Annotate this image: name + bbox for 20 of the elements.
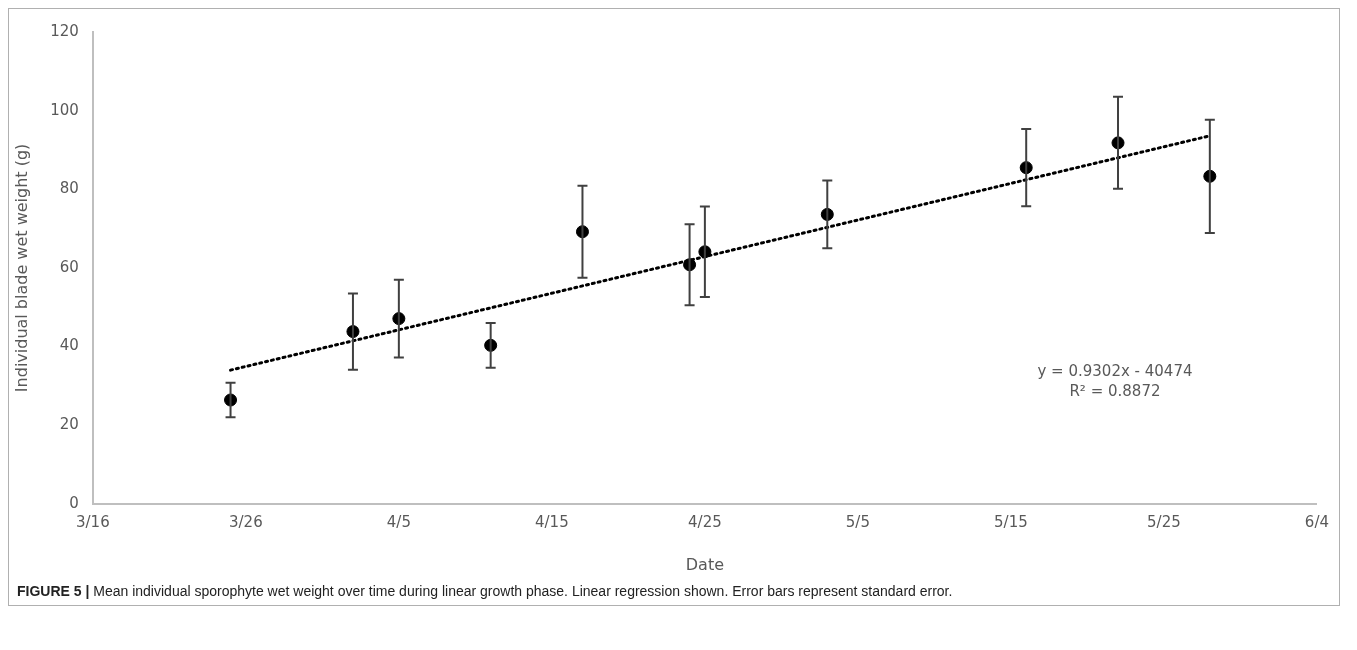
x-tick-label: 3/26 [229,512,263,531]
x-tick-label: 5/15 [994,512,1028,531]
y-tick-label: 40 [59,336,79,355]
y-axis-title: Individual blade wet weight (g) [11,143,31,393]
y-tick-label: 80 [59,179,79,198]
annotation: y = 0.9302x - 40474 R² = 0.8872 [1037,362,1193,401]
y-tick-label: 0 [69,493,79,512]
x-tick-label: 5/5 [845,512,870,531]
x-tick-label: 5/25 [1147,512,1181,531]
y-tick-label: 60 [59,257,79,276]
x-tick-label: 4/15 [535,512,569,531]
x-axis-title: Date [685,554,725,574]
caption: FIGURE 5 | Mean individual sporophyte wet weight over time during linear growth phase. Linear regression shown. Error bars represent standard error. [16,582,954,601]
y-tick-label: 100 [50,100,79,119]
x-tick-label: 6/4 [1304,512,1329,531]
x-tick-label: 4/25 [688,512,722,531]
y-tick-label: 20 [59,415,79,434]
y-tick-label: 120 [50,21,79,40]
x-tick-label: 4/5 [386,512,411,531]
x-tick-label: 3/16 [75,512,110,531]
